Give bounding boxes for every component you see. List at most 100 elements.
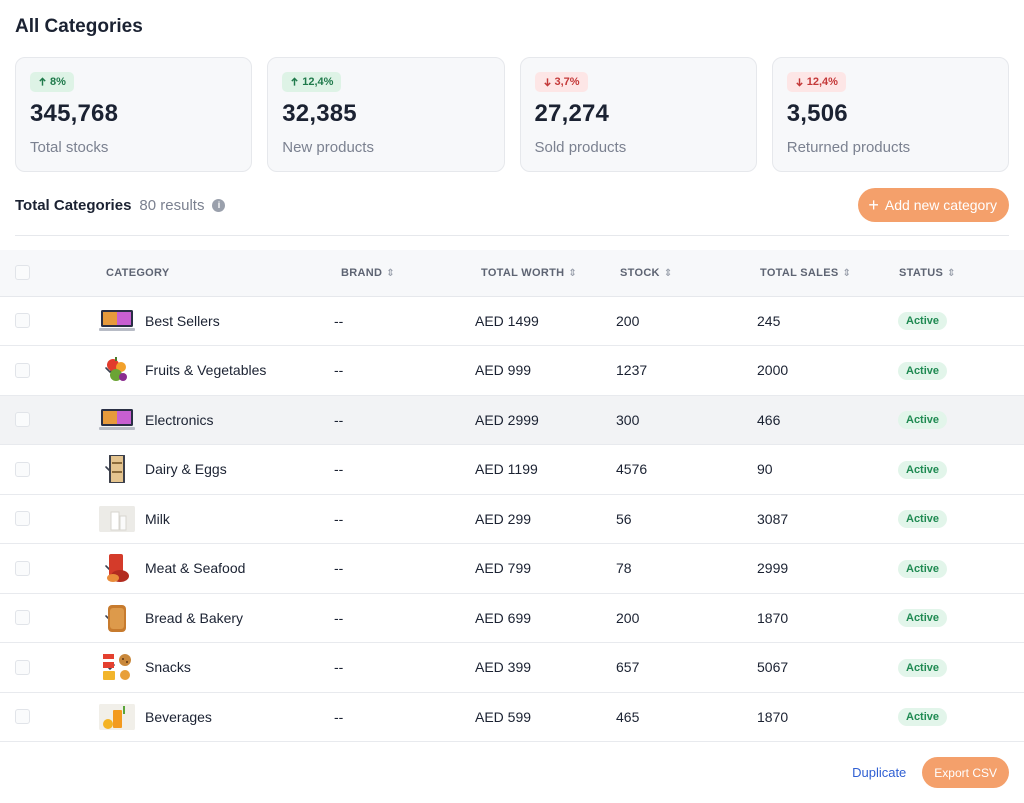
table-row[interactable]: Bread & Bakery -- AED 699 200 1870 Active [0,593,1024,643]
total-sales-cell: 2000 [757,362,789,379]
total-sales-cell: 2999 [757,560,789,577]
status-badge: Active [898,609,948,628]
stat-value: 27,274 [534,100,610,127]
total-sales-cell: 466 [757,411,781,428]
table-row[interactable]: Meat & Seafood -- AED 799 78 2999 Active [0,544,1024,593]
footer-actions: Duplicate Export CSV [852,757,1009,788]
select-all-checkbox[interactable] [15,265,30,281]
brand-cell: -- [334,708,344,725]
stat-card-sold-products: 3,7% 27,274 Sold products [519,57,757,172]
status-badge: Active [898,411,948,430]
total-sales-cell: 1870 [757,609,789,626]
trend-value: 12,4% [302,76,334,88]
total-worth-cell: AED 699 [475,609,532,626]
table-row[interactable]: Fruits & Vegetables -- AED 999 1237 2000 Acti… [0,346,1024,395]
table-row[interactable]: Snacks -- AED 399 657 5067 Active [0,643,1024,692]
stat-label: New products [282,139,374,156]
row-checkbox[interactable] [15,313,30,329]
stock-cell: 56 [616,510,632,527]
stat-label: Returned products [786,139,911,156]
row-checkbox[interactable] [15,412,30,428]
laptop-icon [99,406,135,434]
row-checkbox[interactable] [15,362,30,378]
row-checkbox[interactable] [15,511,30,527]
brand-cell: -- [334,461,344,478]
stat-label: Sold products [534,139,627,156]
stock-cell: 4576 [616,461,648,478]
total-worth-cell: AED 999 [475,362,532,379]
duplicate-link[interactable]: Duplicate [852,765,907,780]
category-name: Electronics [145,411,214,428]
trend-value: 8% [50,76,66,88]
table-row[interactable]: Electronics -- AED 2999 300 466 Active [0,395,1024,445]
sort-icon: ⇕ [947,267,956,279]
stock-cell: 78 [616,560,632,577]
add-category-button[interactable]: + Add new category [858,188,1009,222]
column-header-total-sales[interactable]: TOTAL SALES ⇕ [757,250,898,297]
row-checkbox[interactable] [15,560,30,576]
results-count: 80 results [139,196,205,214]
category-name: Milk [145,510,170,527]
column-header-stock[interactable]: STOCK ⇕ [616,250,757,297]
row-checkbox[interactable] [15,610,30,626]
stat-card-total-stocks: 8% 345,768 Total stocks [15,57,253,172]
snacks-icon [99,653,135,681]
column-header-total-worth[interactable]: TOTAL WORTH ⇕ [475,250,616,297]
table-row[interactable]: Beverages -- AED 599 465 1870 Active [0,692,1024,742]
trend-badge: 3,7% [534,72,588,92]
table-row[interactable]: Best Sellers -- AED 1499 200 245 Active [0,296,1024,346]
brand-cell: -- [334,659,344,676]
total-sales-cell: 245 [757,312,781,329]
table-row[interactable]: Milk -- AED 299 56 3087 Active [0,494,1024,544]
arrow-down-icon [796,78,803,87]
category-name: Dairy & Eggs [145,461,227,478]
arrow-up-icon [39,77,46,86]
arrow-up-icon [291,77,298,86]
category-name: Snacks [145,659,191,676]
total-worth-cell: AED 2999 [475,411,539,428]
divider [15,235,1009,236]
column-header-category[interactable]: CATEGORY [99,250,334,297]
categories-table: CATEGORY BRAND ⇕ TOTAL WORTH ⇕ STOCK ⇕ TOTA… [0,250,1024,742]
column-header-brand[interactable]: BRAND ⇕ [334,250,475,297]
fruits-icon [99,356,135,384]
stock-cell: 200 [616,312,640,329]
stat-value: 345,768 [30,100,119,127]
category-name: Fruits & Vegetables [145,362,267,379]
meat-icon [99,554,135,583]
stock-cell: 300 [616,411,640,428]
row-checkbox[interactable] [15,659,30,675]
fridge-icon [99,455,135,484]
total-worth-cell: AED 1199 [475,461,538,478]
bread-icon [99,604,135,632]
brand-cell: -- [334,510,344,527]
beverage-icon [99,703,135,731]
status-badge: Active [898,559,948,578]
category-name: Best Sellers [145,312,220,329]
total-sales-cell: 90 [757,461,773,478]
row-checkbox[interactable] [15,461,30,477]
total-worth-cell: AED 299 [475,510,532,527]
status-badge: Active [898,361,948,380]
sort-icon: ⇕ [842,267,852,279]
stock-cell: 1237 [616,362,648,379]
export-csv-button[interactable]: Export CSV [922,757,1009,788]
stat-value: 32,385 [282,100,357,127]
add-category-label: Add new category [884,197,997,213]
brand-cell: -- [334,560,344,577]
status-badge: Active [898,658,948,677]
info-icon[interactable]: i [212,198,226,212]
stock-cell: 465 [616,708,640,725]
row-checkbox[interactable] [15,709,30,725]
column-header-status[interactable]: STATUS ⇕ [898,250,1024,297]
status-badge: Active [898,312,948,331]
total-sales-cell: 3087 [757,510,789,527]
page-title: All Categories [15,16,143,37]
plus-icon: + [868,194,879,215]
milk-icon [99,505,135,533]
section-header: Total Categories 80 results i + Add new … [15,188,1009,222]
sort-icon: ⇕ [663,267,673,279]
table-row[interactable]: Dairy & Eggs -- AED 1199 4576 90 Active [0,445,1024,494]
status-badge: Active [898,708,948,727]
stock-cell: 200 [616,609,640,626]
